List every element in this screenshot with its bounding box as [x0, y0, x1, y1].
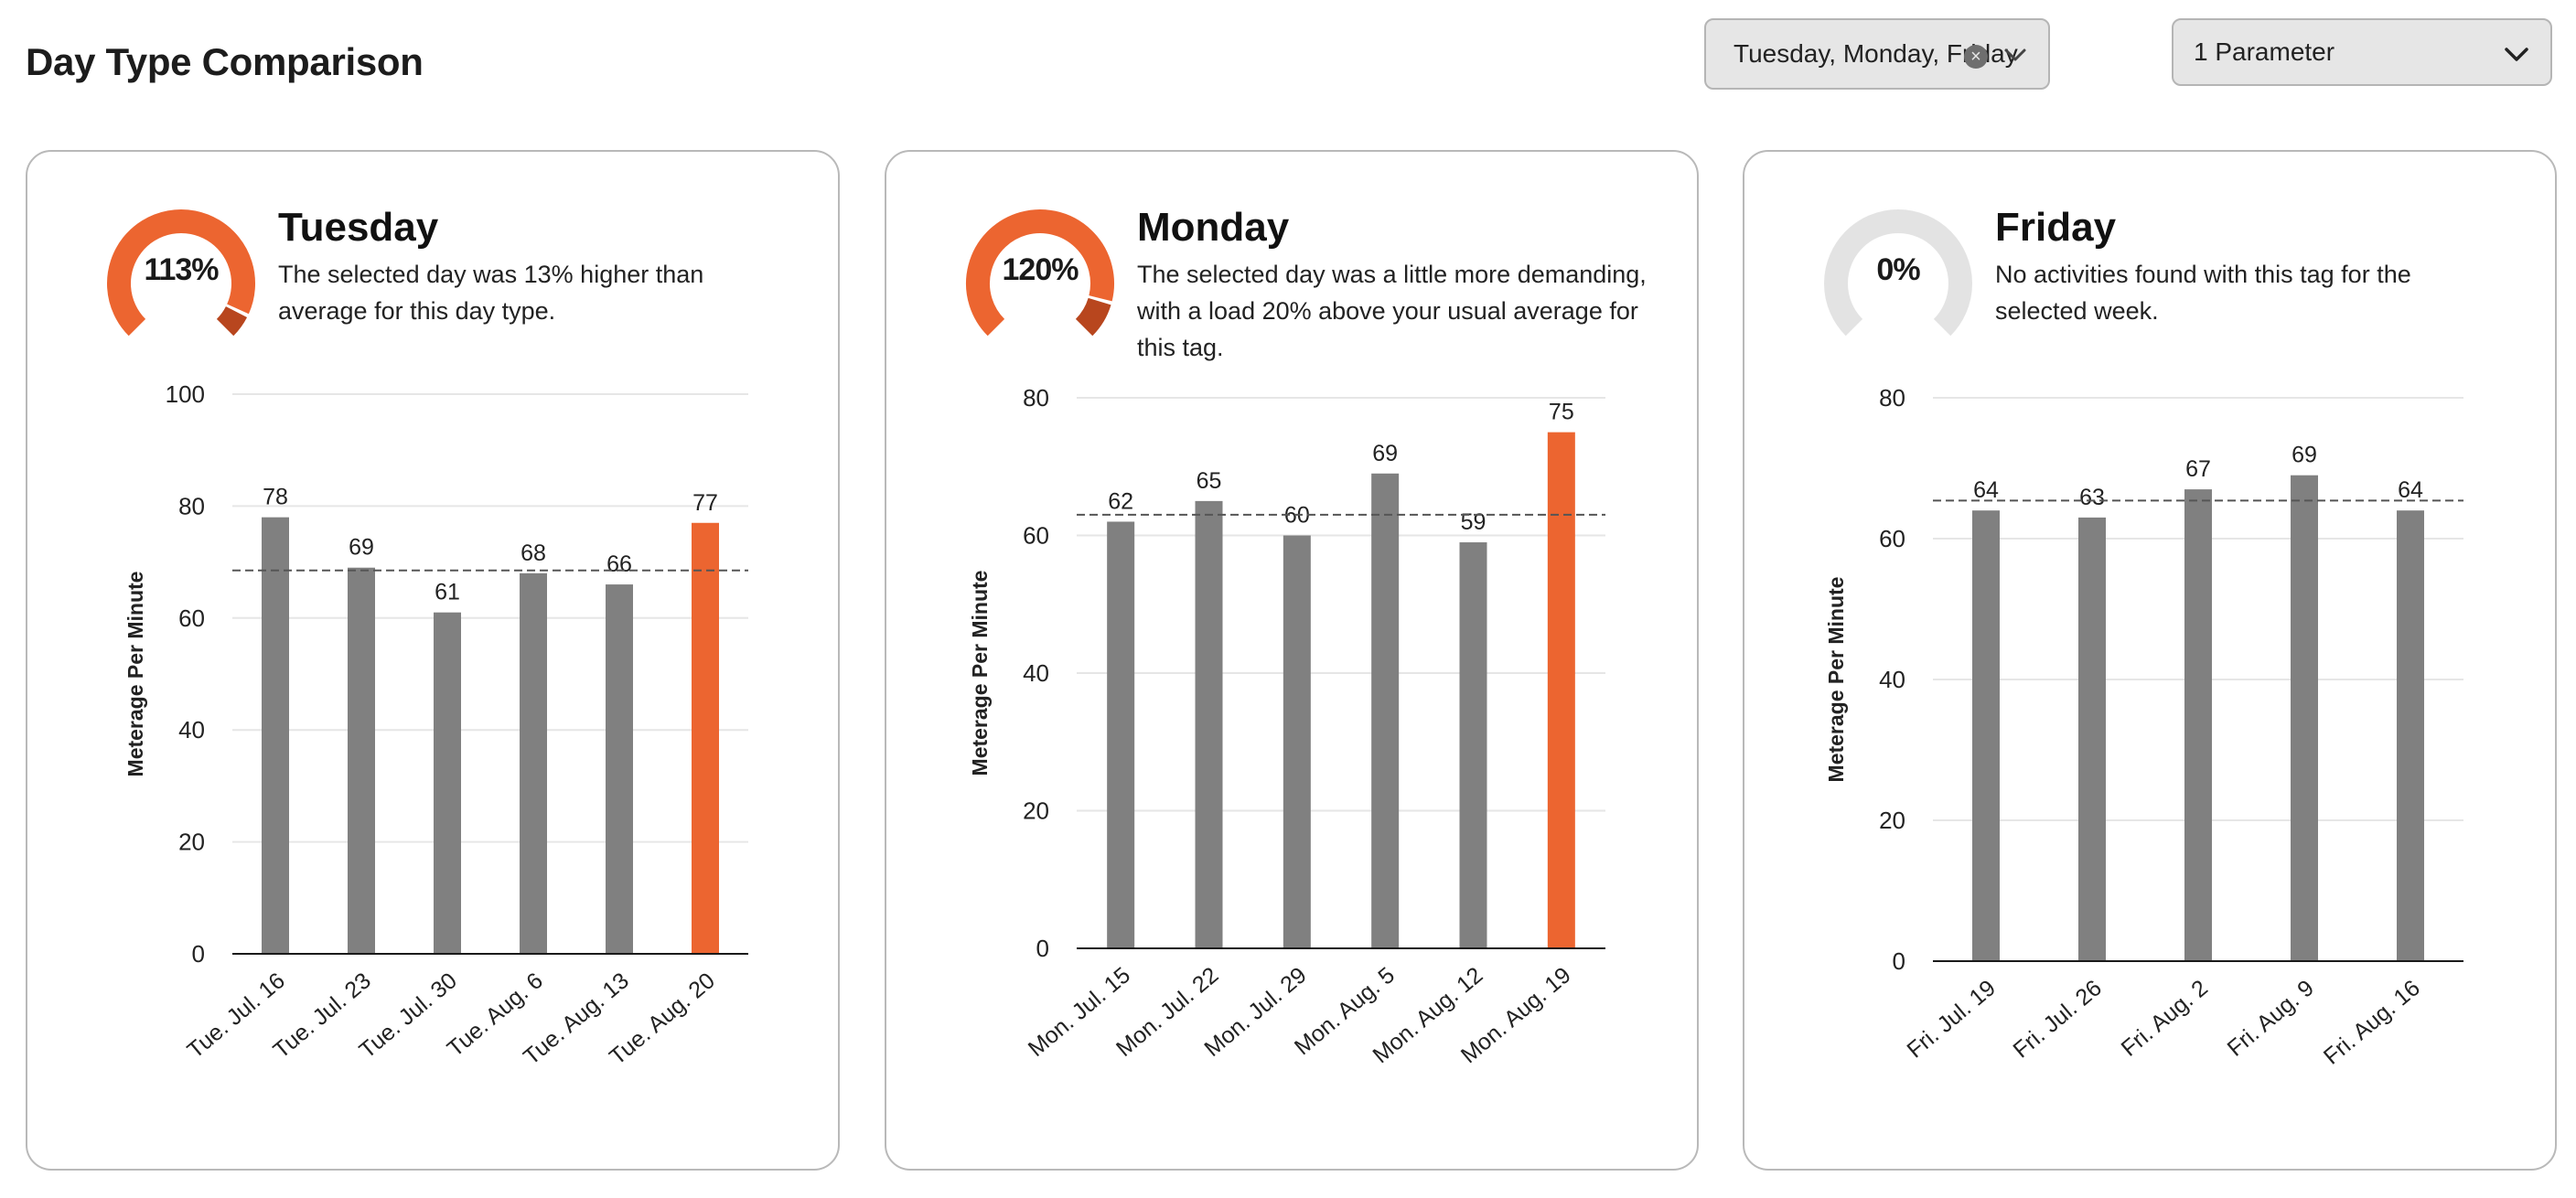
clear-icon[interactable]: ×	[1964, 45, 1988, 69]
data-label: 66	[606, 551, 632, 577]
bar	[2397, 510, 2424, 961]
y-tick-label: 20	[1023, 797, 1049, 825]
data-label: 78	[263, 485, 288, 510]
gauge-value: 0%	[1876, 252, 1920, 287]
y-tick-label: 20	[1879, 807, 1905, 834]
day-card-friday: 0% Friday No activities found with this …	[1743, 150, 2557, 1171]
bar	[1283, 535, 1311, 948]
y-tick-label: 80	[1879, 384, 1905, 412]
data-label: 64	[2398, 477, 2423, 503]
bar	[520, 572, 547, 954]
parameter-select-value: 1 Parameter	[2194, 37, 2335, 66]
y-tick-label: 100	[166, 380, 205, 408]
data-label: 69	[2292, 443, 2317, 468]
bar	[1459, 542, 1487, 948]
x-tick-label: Fri. Jul. 19	[1902, 975, 2000, 1063]
bar	[606, 584, 633, 954]
card-title: Friday	[1995, 205, 2117, 250]
data-label: 69	[1372, 441, 1398, 466]
y-tick-label: 40	[1023, 659, 1049, 687]
gauge-overflow	[1075, 297, 1111, 337]
gauge-value: 113%	[144, 252, 219, 287]
data-label: 67	[2185, 456, 2211, 482]
card-description: The selected day was 13% higher than ave…	[278, 261, 704, 325]
bar	[348, 567, 375, 954]
x-tick-label: Fri. Jul. 26	[2008, 975, 2106, 1063]
bar	[1547, 432, 1575, 948]
y-tick-label: 40	[1879, 666, 1905, 693]
y-tick-label: 80	[1023, 384, 1049, 412]
gauge-fill	[966, 209, 1114, 337]
y-axis-label: Meterage Per Minute	[1824, 577, 1848, 783]
y-tick-label: 20	[178, 829, 205, 856]
data-label: 63	[2079, 485, 2105, 510]
bar-chart: 0 20 40 60 80 Meterage Per Minute 64 Fri. Jul. …	[1824, 384, 2463, 1070]
bar	[1972, 510, 2000, 961]
data-label: 59	[1461, 509, 1487, 535]
day-card-tuesday: 113% Tuesday The selected day was 13% hi…	[26, 150, 840, 1171]
card-description: The selected day was a little more deman…	[1137, 261, 1647, 361]
bar	[1107, 521, 1135, 948]
parameter-select[interactable]: 1 Parameter	[2172, 18, 2552, 86]
bar	[1195, 500, 1223, 948]
y-tick-label: 0	[192, 940, 205, 968]
y-tick-label: 60	[1879, 525, 1905, 552]
bar	[692, 522, 719, 954]
chevron-down-icon[interactable]	[2002, 42, 2028, 68]
day-type-select[interactable]: Tuesday, Monday, Friday ×	[1704, 18, 2050, 90]
bar	[1371, 473, 1400, 948]
gauge-overflow	[216, 305, 248, 337]
y-tick-label: 60	[178, 604, 205, 632]
gauge-icon	[966, 209, 1114, 337]
gauge-value: 120%	[1002, 252, 1079, 287]
y-tick-label: 0	[1893, 947, 1905, 975]
y-tick-label: 80	[178, 492, 205, 519]
bar	[434, 612, 461, 954]
data-label: 69	[349, 535, 374, 561]
bar	[2184, 489, 2212, 961]
bar	[2078, 517, 2106, 961]
card-title: Monday	[1137, 205, 1290, 250]
gauge-fill	[107, 209, 255, 337]
bar	[2291, 475, 2318, 961]
gauge-icon	[107, 209, 255, 337]
bar	[262, 517, 289, 954]
y-axis-label: Meterage Per Minute	[123, 572, 147, 777]
data-label: 62	[1108, 488, 1133, 514]
data-label: 68	[521, 540, 546, 566]
y-tick-label: 60	[1023, 522, 1049, 550]
x-tick-label: Fri. Aug. 2	[2117, 975, 2213, 1062]
page-title: Day Type Comparison	[26, 40, 424, 83]
x-tick-label: Fri. Aug. 16	[2319, 975, 2425, 1070]
gauge-icon	[1824, 209, 1972, 337]
data-label: 64	[1973, 477, 1999, 503]
y-axis-label: Meterage Per Minute	[968, 571, 992, 776]
y-tick-label: 40	[178, 716, 205, 743]
x-tick-label: Fri. Aug. 9	[2223, 975, 2319, 1062]
card-title: Tuesday	[278, 205, 439, 250]
data-label: 77	[692, 490, 718, 516]
gauge-track	[1824, 209, 1972, 337]
y-tick-label: 0	[1036, 935, 1049, 962]
card-description: No activities found with this tag for th…	[1995, 261, 2411, 325]
data-label: 65	[1197, 468, 1222, 494]
data-label: 75	[1549, 400, 1574, 425]
data-label: 61	[435, 580, 460, 605]
chevron-down-icon[interactable]	[2503, 40, 2530, 68]
day-card-monday: 120% Monday The selected day was a littl…	[885, 150, 1699, 1171]
